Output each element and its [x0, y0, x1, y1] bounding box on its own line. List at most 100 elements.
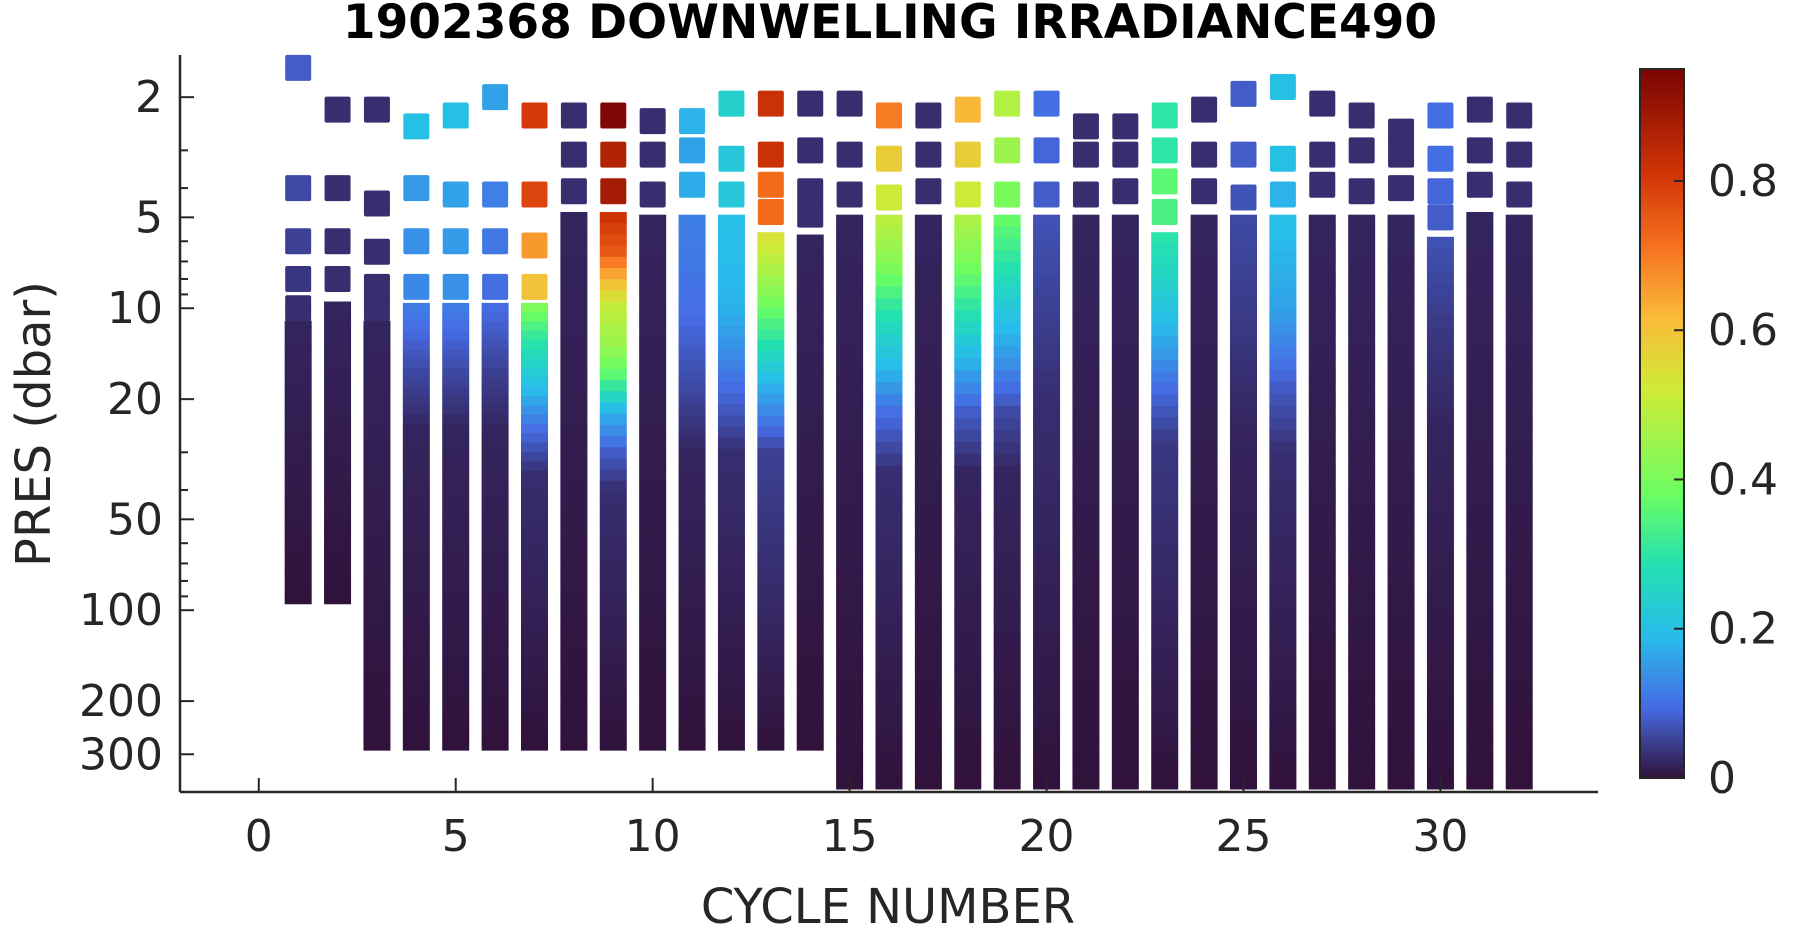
profile-segment — [1505, 621, 1533, 635]
profile-segment — [678, 426, 706, 439]
profile-segment — [796, 427, 824, 440]
profile-cycle-14 — [796, 90, 824, 751]
profile-segment — [1190, 740, 1218, 754]
profile-segment — [442, 610, 470, 621]
profile-segment — [717, 694, 745, 707]
profile-segment — [639, 504, 667, 517]
profile-segment — [678, 214, 706, 227]
profile-segment — [678, 437, 706, 450]
profile-segment — [363, 526, 391, 537]
profile-segment — [402, 498, 430, 509]
profile-segment — [442, 507, 470, 518]
profile-segment — [1151, 382, 1179, 396]
profile-segment — [1466, 308, 1494, 321]
profile-segment — [757, 631, 785, 643]
profile-segment — [481, 591, 509, 602]
profile-segment — [757, 447, 785, 460]
profile-segment — [1348, 764, 1376, 778]
profile-segment — [1269, 394, 1297, 407]
profile-segment — [402, 638, 430, 649]
profile-segment — [836, 298, 864, 312]
profile-segment — [1308, 262, 1336, 276]
profile-segment — [757, 275, 785, 287]
profile-segment — [442, 498, 470, 509]
profile-segment — [1466, 260, 1494, 273]
profile-segment — [1190, 358, 1218, 371]
profile-segment — [560, 705, 588, 718]
profile-segment — [1505, 477, 1533, 491]
profile-segment — [324, 584, 352, 592]
profile-segment — [757, 480, 785, 492]
profile-segment — [402, 442, 430, 453]
profile-segment — [1151, 672, 1179, 686]
profile-segment — [678, 281, 706, 294]
profile-segment — [639, 370, 667, 383]
profile-segment — [1269, 740, 1297, 754]
data-point — [1191, 96, 1218, 123]
profile-segment — [442, 321, 470, 332]
profile-segment — [1387, 406, 1415, 419]
profile-segment — [1348, 322, 1376, 336]
data-point — [1466, 137, 1493, 164]
profile-segment — [796, 717, 824, 730]
profile-segment — [1505, 657, 1533, 670]
profile-segment — [402, 554, 430, 565]
profile-segment — [363, 463, 391, 474]
profile-segment — [1151, 533, 1179, 547]
profile-segment — [796, 524, 824, 536]
data-point — [797, 137, 824, 164]
profile-segment — [757, 695, 785, 708]
profile-segment — [757, 598, 785, 611]
data-point — [876, 102, 902, 129]
profile-segment — [639, 315, 667, 327]
profile-segment — [914, 645, 942, 658]
profile-segment — [1308, 394, 1336, 407]
profile-segment — [1151, 464, 1179, 477]
profile-segment — [1505, 573, 1533, 587]
profile-segment — [363, 374, 391, 385]
profile-segment — [560, 290, 588, 303]
profile-segment — [1269, 453, 1297, 467]
data-point — [757, 90, 784, 117]
profile-segment — [560, 581, 588, 594]
profile-segment — [1466, 368, 1494, 381]
profile-segment — [1190, 238, 1218, 252]
profile-segment — [284, 562, 312, 569]
profile-segment — [481, 638, 509, 649]
profile-segment — [993, 693, 1021, 706]
profile-cycle-19 — [993, 90, 1021, 790]
profile-segment — [324, 471, 352, 479]
profile-segment — [1387, 262, 1415, 276]
colorbar: 00.20.40.60.8 — [1639, 68, 1778, 804]
profile-segment — [1505, 417, 1533, 431]
profile-segment — [363, 660, 391, 671]
profile-segment — [363, 723, 391, 733]
profile-segment — [599, 682, 627, 695]
profile-segment — [836, 752, 864, 766]
profile-segment — [954, 346, 982, 359]
profile-segment — [284, 467, 312, 475]
profile-segment — [560, 436, 588, 449]
profile-segment — [1466, 344, 1494, 357]
profile-segment — [1072, 429, 1100, 443]
data-point — [1112, 141, 1139, 168]
profile-segment — [324, 326, 352, 334]
profile-segment — [599, 604, 627, 617]
profile-segment — [757, 641, 785, 654]
profile-segment — [836, 334, 864, 348]
profile-segment — [560, 256, 588, 269]
profile-segment — [1466, 644, 1494, 658]
profile-segment — [442, 619, 470, 630]
profile-segment — [1151, 429, 1179, 442]
profile-segment — [1269, 657, 1297, 670]
profile-segment — [678, 638, 706, 651]
profile-segment — [1308, 441, 1336, 455]
profile-segment — [599, 368, 627, 381]
profile-segment — [284, 326, 312, 334]
profile-segment — [1033, 681, 1061, 694]
profile-segment — [599, 727, 627, 740]
profile-segment — [363, 714, 391, 724]
profile-segment — [1190, 645, 1218, 658]
profile-segment — [402, 666, 430, 677]
profile-segment — [1269, 716, 1297, 730]
